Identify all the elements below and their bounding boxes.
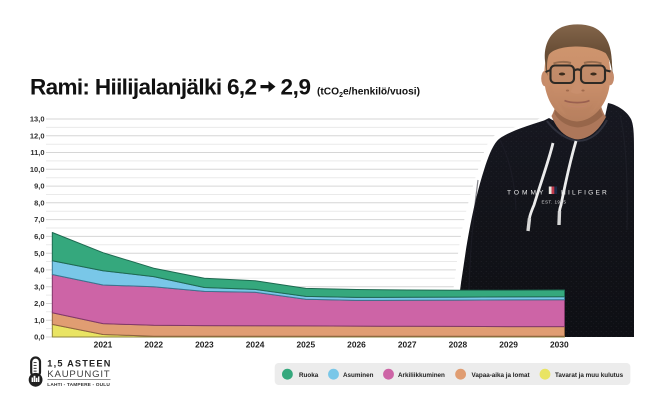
svg-text:2029: 2029 [499, 340, 518, 350]
svg-text:Arkiliikkuminen: Arkiliikkuminen [398, 372, 445, 379]
svg-text:EST. 1985: EST. 1985 [542, 200, 567, 205]
svg-text:2,0: 2,0 [34, 299, 44, 308]
svg-text:10,0: 10,0 [30, 165, 45, 174]
svg-text:Ruoka: Ruoka [299, 372, 319, 379]
svg-text:0,0: 0,0 [34, 333, 44, 342]
svg-text:Vapaa-aika ja lomat: Vapaa-aika ja lomat [472, 372, 531, 379]
svg-text:2021: 2021 [94, 340, 113, 350]
svg-text:TOMMY: TOMMY [507, 190, 546, 197]
svg-text:HILFIGER: HILFIGER [561, 190, 609, 197]
svg-text:4,0: 4,0 [34, 266, 44, 275]
svg-text:7,0: 7,0 [34, 215, 44, 224]
svg-text:KAUPUNGIT: KAUPUNGIT [47, 369, 110, 380]
svg-text:2028: 2028 [449, 340, 468, 350]
svg-text:6,0: 6,0 [34, 232, 44, 241]
svg-text:Asuminen: Asuminen [343, 372, 374, 379]
svg-text:2,9: 2,9 [281, 75, 311, 100]
svg-text:5,0: 5,0 [34, 249, 44, 258]
svg-text:12,0: 12,0 [30, 131, 45, 140]
svg-text:Tavarat ja muu kulutus: Tavarat ja muu kulutus [555, 372, 624, 379]
svg-text:LAHTI - TAMPERE - OULU: LAHTI - TAMPERE - OULU [47, 382, 110, 388]
svg-text:1,5 ASTEEN: 1,5 ASTEEN [47, 359, 111, 369]
svg-text:Rami: Hiilijalanjälki 6,2: Rami: Hiilijalanjälki 6,2 [30, 75, 256, 100]
svg-text:(tCO2e/henkilö/vuosi): (tCO2e/henkilö/vuosi) [317, 87, 420, 100]
svg-text:2027: 2027 [398, 340, 417, 350]
svg-text:1,0: 1,0 [34, 316, 44, 325]
svg-text:2025: 2025 [296, 340, 315, 350]
svg-text:2023: 2023 [195, 340, 214, 350]
svg-text:2026: 2026 [347, 340, 366, 350]
svg-text:3,0: 3,0 [34, 282, 44, 291]
svg-text:2022: 2022 [144, 340, 163, 350]
svg-text:2030: 2030 [550, 340, 569, 350]
svg-text:9,0: 9,0 [34, 182, 44, 191]
svg-text:13,0: 13,0 [30, 115, 45, 124]
svg-text:8,0: 8,0 [34, 198, 44, 207]
svg-text:11,0: 11,0 [30, 148, 44, 157]
svg-text:2024: 2024 [246, 340, 265, 350]
